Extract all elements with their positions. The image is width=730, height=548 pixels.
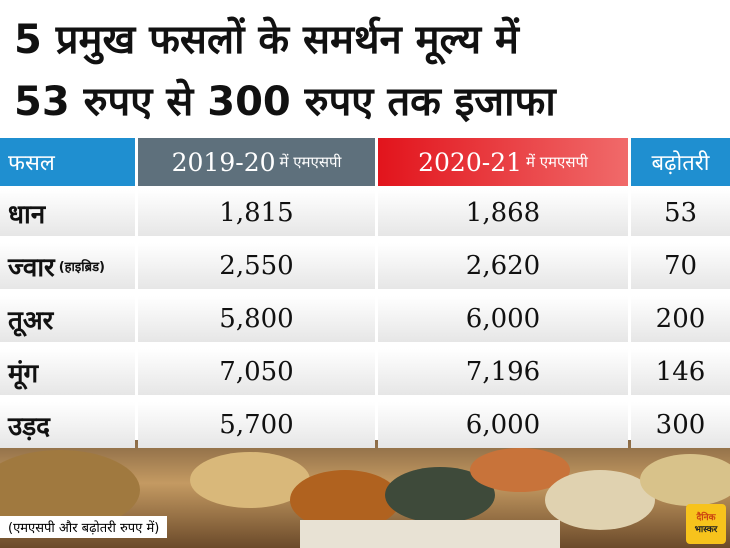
cell-value: 2,550 xyxy=(219,251,294,281)
table-cell: 5,700 xyxy=(138,402,375,448)
header-suffix: में एमएसपी xyxy=(279,153,342,171)
cell-value: 70 xyxy=(663,251,698,281)
cell-value: 1,868 xyxy=(465,198,541,228)
cell-value: 300 xyxy=(655,410,706,440)
table-cell: 300 xyxy=(631,402,730,448)
crop-name: मूंग xyxy=(8,359,39,389)
crop-name: उड़द xyxy=(8,412,50,442)
table-cell: 53 xyxy=(631,190,730,236)
table-cell: 2,620 xyxy=(378,243,628,289)
cell-value: 6,000 xyxy=(465,410,541,440)
cell-value: 53 xyxy=(663,198,698,228)
cell-value: 1,815 xyxy=(219,198,294,228)
header-text: फसल xyxy=(8,151,55,176)
footnote: (एमएसपी और बढ़ोतरी रुपए में) xyxy=(0,516,168,538)
cell-value: 7,050 xyxy=(219,357,294,387)
table-cell: तूअर xyxy=(0,296,135,342)
logo-text: दैनिक xyxy=(696,513,716,523)
header-text: बढ़ोतरी xyxy=(651,151,710,176)
cell-value: 2,620 xyxy=(465,251,541,281)
crop-name: तूअर xyxy=(8,306,54,336)
logo: दैनिक भास्कर xyxy=(686,504,726,544)
table-cell: मूंग xyxy=(0,349,135,395)
table-cell: 1,868 xyxy=(378,190,628,236)
table-cell: 2,550 xyxy=(138,243,375,289)
table-cell: उड़द xyxy=(0,402,135,448)
crop-name: धान xyxy=(8,200,46,230)
header-cell: 2020-21 में एमएसपी xyxy=(378,138,628,186)
cell-value: 5,800 xyxy=(219,304,294,334)
table-cell: 7,050 xyxy=(138,349,375,395)
header-cell: फसल xyxy=(0,138,135,186)
table-cell: 70 xyxy=(631,243,730,289)
cell-value: 146 xyxy=(655,357,706,387)
table-cell: 6,000 xyxy=(378,402,628,448)
header-cell: 2019-20 में एमएसपी xyxy=(138,138,375,186)
logo-text: भास्कर xyxy=(694,525,718,535)
table-cell: 200 xyxy=(631,296,730,342)
cell-value: 7,196 xyxy=(465,357,541,387)
cell-value: 6,000 xyxy=(465,304,541,334)
crop-note: (हाइब्रिड) xyxy=(58,260,105,275)
header-year: 2020-21 xyxy=(418,147,523,177)
table-cell: 1,815 xyxy=(138,190,375,236)
table-cell: धान xyxy=(0,190,135,236)
crop-name: ज्वार xyxy=(8,253,55,283)
title-line: 5 प्रमुख फसलों के समर्थन मूल्य में xyxy=(14,17,519,63)
header-year: 2019-20 xyxy=(171,147,276,177)
cell-value: 200 xyxy=(655,304,706,334)
table-cell: 5,800 xyxy=(138,296,375,342)
header-suffix: में एमएसपी xyxy=(526,153,588,171)
table-cell: 146 xyxy=(631,349,730,395)
table-cell: 6,000 xyxy=(378,296,628,342)
table-cell: ज्वार (हाइब्रिड) xyxy=(0,243,135,289)
header-cell: बढ़ोतरी xyxy=(631,138,730,186)
grain-photo xyxy=(0,440,730,548)
cell-value: 5,700 xyxy=(219,410,294,440)
grain-sacks xyxy=(0,448,730,548)
table-cell: 7,196 xyxy=(378,349,628,395)
title-line: 53 रुपए से 300 रुपए तक इजाफा xyxy=(14,79,556,125)
